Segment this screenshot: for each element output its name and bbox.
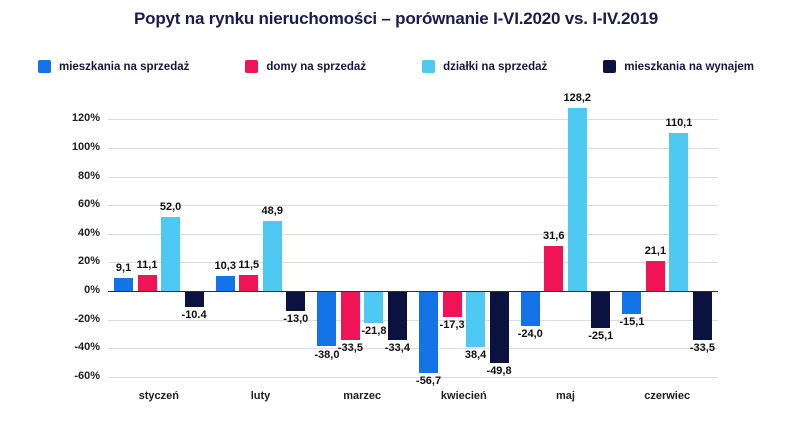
legend-item-label: mieszkania na sprzedaż bbox=[58, 60, 190, 73]
zero-axis-line bbox=[108, 290, 718, 293]
gridline bbox=[108, 119, 718, 121]
legend-item-label: mieszkania na wynajem bbox=[624, 60, 755, 73]
bar bbox=[364, 292, 384, 324]
y-axis-tick-label: 40% bbox=[77, 226, 100, 239]
x-axis-category-label: luty bbox=[250, 390, 271, 402]
bar-value-label: 38,4 bbox=[464, 349, 487, 362]
bar-value-label: 31,6 bbox=[543, 229, 565, 242]
bar-value-label: 11,5 bbox=[238, 258, 260, 271]
bar bbox=[239, 274, 259, 292]
bar-value-label: -33,4 bbox=[384, 341, 410, 354]
bar bbox=[262, 221, 282, 292]
legend: mieszkania na sprzedaż domy na sprzedaż dz… bbox=[0, 60, 792, 73]
bar bbox=[692, 292, 712, 341]
gridline bbox=[108, 147, 718, 149]
y-axis-tick-label: 100% bbox=[71, 140, 100, 153]
legend-color-swatch-icon bbox=[37, 60, 51, 73]
bar-value-label: -24,0 bbox=[517, 328, 543, 341]
gridline bbox=[108, 377, 718, 378]
legend-color-swatch-icon bbox=[603, 60, 617, 73]
bar bbox=[489, 292, 509, 364]
bar-value-label: -56,7 bbox=[416, 375, 442, 388]
legend-item: domy na sprzedaż bbox=[245, 60, 366, 73]
y-axis-tick-label: 120% bbox=[71, 112, 100, 125]
x-axis-category-label: kwiecień bbox=[440, 390, 487, 402]
bar-value-label: -49,8 bbox=[486, 365, 512, 378]
bar bbox=[669, 133, 689, 292]
gridline bbox=[108, 319, 718, 321]
y-axis-tick-label: -20% bbox=[74, 312, 100, 325]
bar-value-label: -25,1 bbox=[588, 330, 614, 343]
bar-value-label: 48,9 bbox=[261, 205, 283, 218]
x-axis-category-label: maj bbox=[556, 390, 575, 402]
y-axis-tick-label: 80% bbox=[77, 169, 100, 182]
gridline bbox=[108, 348, 718, 350]
bar bbox=[286, 292, 306, 311]
bar bbox=[387, 292, 407, 340]
bar bbox=[161, 216, 181, 292]
gridline bbox=[108, 205, 718, 207]
bar-value-label: 10,3 bbox=[214, 260, 236, 273]
y-axis-tick-label: 0% bbox=[84, 284, 100, 297]
bar bbox=[645, 260, 665, 292]
x-axis-category-label: czerwiec bbox=[644, 390, 691, 402]
bar bbox=[215, 276, 235, 292]
bar-value-label: 128,2 bbox=[563, 91, 592, 104]
gridline bbox=[108, 176, 718, 178]
bar-value-label: -33,5 bbox=[337, 342, 363, 355]
x-axis-category-label: marzec bbox=[343, 390, 382, 402]
legend-item-label: domy na sprzedaż bbox=[266, 60, 367, 73]
y-axis-tick-label: 60% bbox=[77, 198, 100, 211]
legend-item: mieszkania na wynajem bbox=[603, 60, 754, 73]
bar bbox=[466, 292, 486, 348]
bar-value-label: -33,5 bbox=[689, 342, 715, 355]
bar bbox=[442, 292, 462, 317]
bar-value-label: -13,0 bbox=[283, 312, 309, 325]
bar bbox=[340, 292, 360, 341]
y-axis-tick-label: -60% bbox=[74, 370, 100, 382]
y-axis-tick-label: 20% bbox=[77, 255, 100, 268]
bar bbox=[567, 107, 587, 292]
chart-title: Popyt na rynku nieruchomości – porównani… bbox=[134, 9, 658, 28]
bar-value-label: -17,3 bbox=[439, 318, 465, 331]
gridline bbox=[108, 233, 718, 235]
legend-item: działki na sprzedaż bbox=[422, 60, 547, 73]
y-axis-tick-label: -40% bbox=[74, 341, 100, 354]
gridline bbox=[108, 262, 718, 264]
bar-value-label: 11,1 bbox=[136, 259, 158, 272]
bar bbox=[622, 292, 642, 314]
bar bbox=[591, 292, 611, 329]
bar bbox=[137, 275, 157, 292]
legend-color-swatch-icon bbox=[422, 60, 436, 73]
bar-value-label: 52,0 bbox=[159, 200, 182, 213]
bar-value-label: -38,0 bbox=[314, 348, 340, 361]
bar-value-label: 110,1 bbox=[665, 117, 693, 130]
bar-value-label: -21,8 bbox=[361, 325, 387, 338]
bar-value-label: -15,1 bbox=[619, 315, 645, 328]
bar bbox=[419, 292, 439, 374]
bar bbox=[544, 245, 564, 292]
bar-value-label: -10.4 bbox=[181, 308, 207, 321]
bar bbox=[184, 292, 204, 307]
legend-color-swatch-icon bbox=[245, 60, 259, 73]
legend-item: mieszkania na sprzedaż bbox=[37, 60, 190, 73]
bar bbox=[520, 292, 540, 327]
bar bbox=[114, 278, 134, 292]
legend-item-label: działki na sprzedaż bbox=[443, 60, 548, 73]
bar-value-label: 21,1 bbox=[644, 244, 667, 257]
x-axis-category-label: styczeń bbox=[138, 390, 179, 402]
bar bbox=[317, 292, 337, 347]
bar-value-label: 9,1 bbox=[115, 262, 132, 275]
